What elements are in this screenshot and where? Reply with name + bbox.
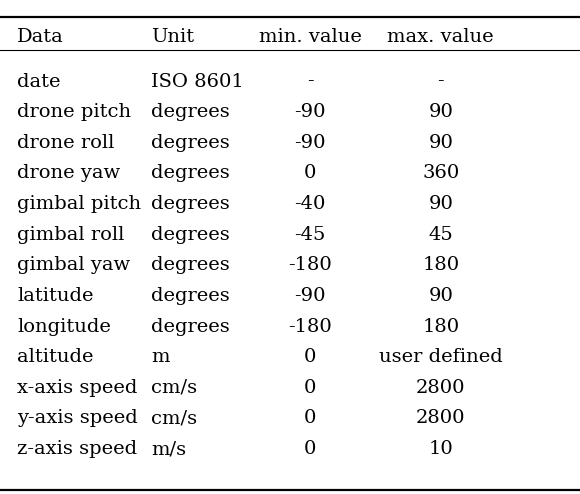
Text: drone yaw: drone yaw (17, 165, 121, 182)
Text: -90: -90 (295, 287, 326, 305)
Text: degrees: degrees (151, 195, 230, 213)
Text: z-axis speed: z-axis speed (17, 440, 137, 458)
Text: Unit: Unit (151, 28, 194, 46)
Text: y-axis speed: y-axis speed (17, 410, 138, 427)
Text: degrees: degrees (151, 165, 230, 182)
Text: degrees: degrees (151, 318, 230, 335)
Text: 180: 180 (422, 318, 459, 335)
Text: -: - (437, 73, 444, 90)
Text: degrees: degrees (151, 287, 230, 305)
Text: -90: -90 (295, 103, 326, 121)
Text: degrees: degrees (151, 103, 230, 121)
Text: max. value: max. value (387, 28, 494, 46)
Text: 45: 45 (429, 226, 453, 244)
Text: latitude: latitude (17, 287, 94, 305)
Text: 10: 10 (429, 440, 453, 458)
Text: cm/s: cm/s (151, 379, 197, 397)
Text: 360: 360 (422, 165, 459, 182)
Text: 2800: 2800 (416, 379, 466, 397)
Text: x-axis speed: x-axis speed (17, 379, 138, 397)
Text: -180: -180 (288, 256, 332, 274)
Text: 0: 0 (304, 348, 317, 366)
Text: m: m (151, 348, 169, 366)
Text: user defined: user defined (379, 348, 503, 366)
Text: degrees: degrees (151, 256, 230, 274)
Text: ISO 8601: ISO 8601 (151, 73, 244, 90)
Text: m/s: m/s (151, 440, 186, 458)
Text: cm/s: cm/s (151, 410, 197, 427)
Text: altitude: altitude (17, 348, 94, 366)
Text: -45: -45 (295, 226, 326, 244)
Text: 90: 90 (429, 195, 453, 213)
Text: gimbal pitch: gimbal pitch (17, 195, 142, 213)
Text: drone roll: drone roll (17, 134, 115, 152)
Text: degrees: degrees (151, 226, 230, 244)
Text: 90: 90 (429, 103, 453, 121)
Text: degrees: degrees (151, 134, 230, 152)
Text: 0: 0 (304, 165, 317, 182)
Text: min. value: min. value (259, 28, 362, 46)
Text: 0: 0 (304, 440, 317, 458)
Text: longitude: longitude (17, 318, 111, 335)
Text: -180: -180 (288, 318, 332, 335)
Text: 180: 180 (422, 256, 459, 274)
Text: 0: 0 (304, 379, 317, 397)
Text: Data: Data (17, 28, 64, 46)
Text: -90: -90 (295, 134, 326, 152)
Text: gimbal yaw: gimbal yaw (17, 256, 130, 274)
Text: drone pitch: drone pitch (17, 103, 132, 121)
Text: 2800: 2800 (416, 410, 466, 427)
Text: -40: -40 (295, 195, 326, 213)
Text: -: - (307, 73, 314, 90)
Text: 90: 90 (429, 134, 453, 152)
Text: 90: 90 (429, 287, 453, 305)
Text: gimbal roll: gimbal roll (17, 226, 125, 244)
Text: date: date (17, 73, 61, 90)
Text: 0: 0 (304, 410, 317, 427)
